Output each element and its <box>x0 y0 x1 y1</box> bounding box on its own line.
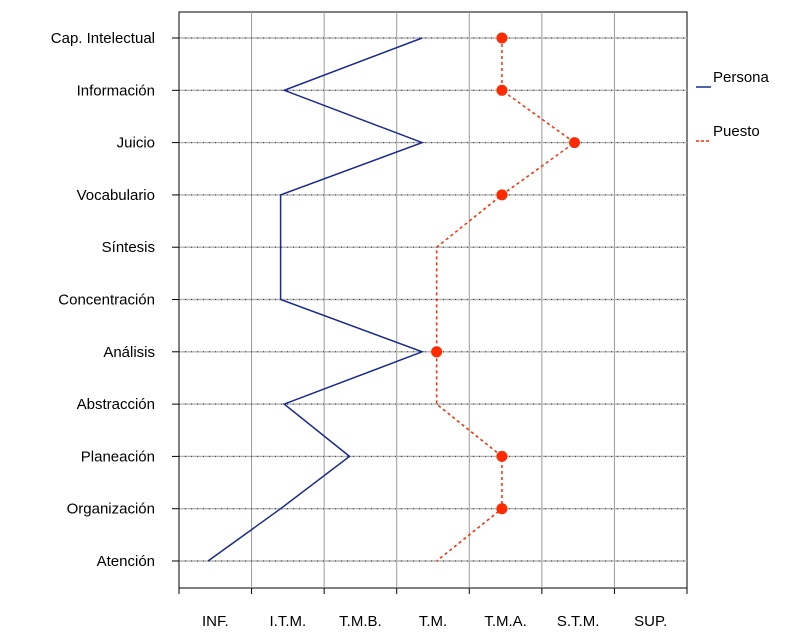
data-point-puesto <box>496 189 508 201</box>
data-point-puesto <box>496 84 508 96</box>
x-tick-label: T.M.A. <box>484 613 527 630</box>
y-tick-label: Cap. Intelectual <box>51 30 155 47</box>
legend: Persona Puesto <box>696 69 770 142</box>
y-tick-labels: Cap. Intelectual Información Juicio Vocabul… <box>51 30 155 570</box>
data-point-puesto <box>569 137 581 149</box>
x-tick-label: SUP. <box>634 613 667 630</box>
x-tick-label: T.M.B. <box>339 613 382 630</box>
data-point-puesto <box>496 32 508 44</box>
data-point-puesto <box>496 503 508 515</box>
y-tick-label: Planeación <box>81 448 155 465</box>
legend-label-puesto: Puesto <box>713 123 760 140</box>
x-tick-label: INF. <box>202 613 229 630</box>
y-tick-label: Vocabulario <box>77 187 155 204</box>
data-point-puesto <box>496 450 508 462</box>
y-tick-label: Análisis <box>103 344 155 361</box>
grid <box>172 12 688 594</box>
y-tick-label: Síntesis <box>102 239 155 256</box>
y-tick-label: Abstracción <box>77 396 155 413</box>
x-tick-label: S.T.M. <box>557 613 600 630</box>
legend-label-persona: Persona <box>713 69 770 86</box>
y-tick-label: Juicio <box>117 135 155 152</box>
y-tick-label: Atención <box>97 553 155 570</box>
series-layer <box>207 32 581 562</box>
y-tick-label: Información <box>77 82 155 99</box>
y-tick-label: Organización <box>67 501 155 518</box>
x-tick-label: T.M. <box>419 613 447 630</box>
series-line-persona <box>207 37 425 562</box>
x-tick-label: I.T.M. <box>270 613 307 630</box>
y-tick-label: Concentración <box>58 292 155 309</box>
data-point-puesto <box>431 346 443 358</box>
x-tick-labels: INF. I.T.M. T.M.B. T.M. T.M.A. S.T.M. SUP. <box>202 613 667 630</box>
series-line-puesto <box>435 38 576 562</box>
